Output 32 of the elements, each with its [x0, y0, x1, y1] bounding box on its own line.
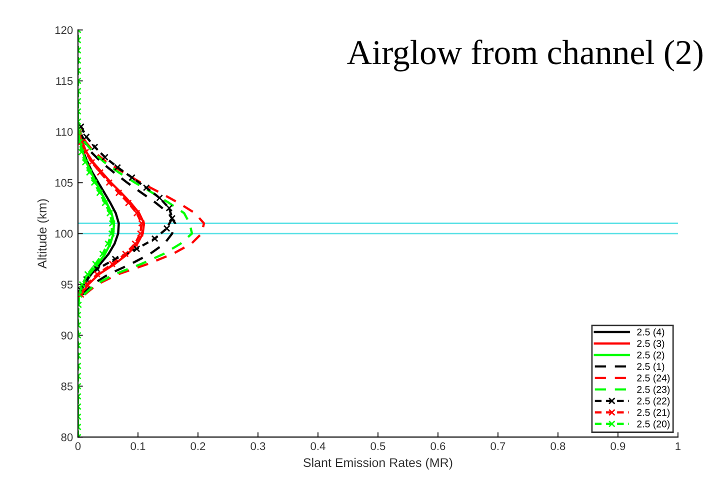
x-tick-label: 0.9	[610, 442, 626, 450]
y-tick-label: 105	[55, 178, 73, 187]
legend-label: 2.5 (21)	[637, 408, 670, 418]
legend-label: 2.5 (24)	[637, 374, 670, 384]
y-tick-label: 90	[61, 332, 73, 340]
legend-label: 2.5 (1)	[637, 362, 664, 372]
legend-label: 2.5 (20)	[637, 420, 670, 430]
y-tick-label: 100	[55, 230, 73, 238]
x-tick-label: 1	[676, 442, 681, 450]
legend-label: 2.5 (22)	[637, 397, 670, 406]
x-axis-title: Slant Emission Rates (MR)	[304, 458, 452, 470]
y-axis-title: Altitude (km)	[37, 199, 50, 269]
chart-title: Airglow from channel (2)	[347, 40, 702, 72]
legend-label: 2.5 (23)	[637, 386, 670, 395]
x-tick-label: 0.2	[190, 442, 206, 450]
y-tick-label: 80	[61, 433, 73, 442]
x-tick-label: 0.1	[130, 442, 146, 450]
x-tick-label: 0.5	[370, 442, 386, 450]
x-tick-label: 0.7	[490, 442, 506, 450]
x-tick-label: 0.6	[430, 442, 446, 450]
y-tick-label: 95	[61, 280, 73, 289]
x-tick-label: 0.3	[250, 442, 266, 450]
y-tick-label: 120	[55, 26, 73, 34]
x-tick-label: 0.8	[550, 442, 566, 450]
y-tick-label: 110	[56, 128, 73, 136]
x-tick-label: 0	[75, 442, 81, 450]
legend-label: 2.5 (3)	[637, 340, 664, 349]
y-tick-label: 115	[56, 77, 73, 85]
legend-label: 2.5 (4)	[637, 328, 664, 338]
legend-label: 2.5 (2)	[637, 351, 664, 360]
x-tick-label: 0.4	[310, 442, 326, 450]
y-tick-label: 85	[61, 382, 73, 390]
